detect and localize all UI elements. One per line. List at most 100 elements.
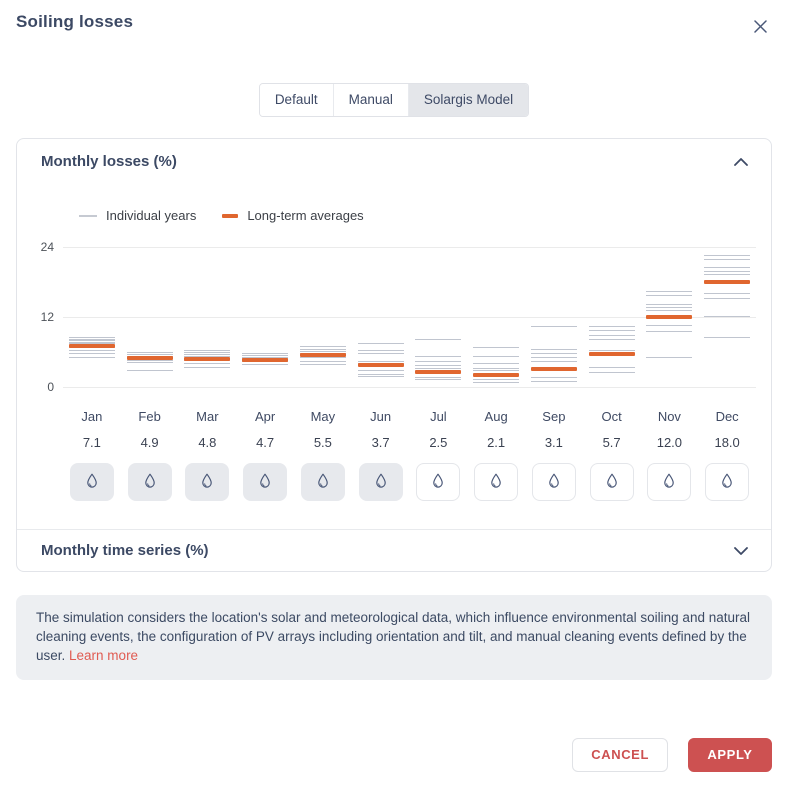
chart-month-column <box>121 247 179 387</box>
individual-year-line <box>646 307 693 309</box>
individual-year-line <box>530 381 577 383</box>
legend-long-term-averages: Long-term averages <box>222 208 364 223</box>
long-term-average-line <box>184 357 231 361</box>
tab-solargis-model[interactable]: Solargis Model <box>408 84 529 116</box>
month-column-apr: Apr 4.7 <box>236 409 294 501</box>
month-label: Jun <box>370 409 392 424</box>
cancel-button[interactable]: CANCEL <box>572 737 668 772</box>
learn-more-link[interactable]: Learn more <box>69 647 139 663</box>
month-loss-value: 4.7 <box>256 435 275 450</box>
individual-year-line <box>126 369 173 371</box>
cleaning-toggle-dec[interactable] <box>705 463 750 501</box>
long-term-average-line <box>588 351 635 356</box>
individual-year-line <box>704 259 751 261</box>
close-icon <box>753 19 767 33</box>
chart-month-column <box>583 247 641 387</box>
cleaning-toggle-jun[interactable] <box>358 463 403 501</box>
long-term-averages-swatch <box>222 213 239 218</box>
individual-year-line <box>184 363 231 365</box>
soiling-panel: Monthly losses (%) Individual years Long… <box>16 138 772 572</box>
individual-year-line <box>646 303 693 305</box>
tab-default[interactable]: Default <box>259 84 334 116</box>
dialog-header: Soiling losses <box>0 0 788 38</box>
month-label: Mar <box>196 409 219 424</box>
individual-year-line <box>299 357 346 359</box>
monthly-losses-chart: 0 12 24 <box>17 241 771 393</box>
individual-year-line <box>299 360 346 362</box>
month-label: Aug <box>484 409 508 424</box>
individual-year-line <box>530 352 577 354</box>
cleaning-toggle-jul[interactable] <box>416 463 461 501</box>
month-label: Feb <box>138 409 161 424</box>
individual-year-line <box>415 365 462 367</box>
long-term-average-line <box>68 343 115 348</box>
monthly-losses-header[interactable]: Monthly losses (%) <box>17 139 771 178</box>
individual-year-line <box>530 357 577 359</box>
individual-year-line <box>588 334 635 336</box>
water-drop-icon <box>260 473 270 488</box>
individual-year-line <box>646 357 693 359</box>
cleaning-toggle-sep[interactable] <box>531 463 576 501</box>
water-drop-icon <box>202 473 213 488</box>
cleaning-toggle-aug[interactable] <box>474 463 519 501</box>
individual-year-line <box>415 338 462 340</box>
month-label: Jul <box>430 409 447 424</box>
individual-year-line <box>242 354 289 356</box>
individual-year-line <box>68 341 115 343</box>
individual-year-line <box>184 353 231 355</box>
water-drop-icon <box>375 473 386 488</box>
individual-year-line <box>299 350 346 352</box>
individual-year-line <box>126 353 173 355</box>
tab-manual[interactable]: Manual <box>333 84 409 116</box>
individual-year-line <box>126 361 173 363</box>
cleaning-toggle-may[interactable] <box>300 463 345 501</box>
individual-year-line <box>530 377 577 379</box>
month-loss-value: 7.1 <box>82 435 101 450</box>
individual-year-line <box>473 363 520 365</box>
mode-tabs: Default Manual Solargis Model <box>258 83 530 117</box>
individual-year-line <box>242 356 289 358</box>
monthly-time-series-header[interactable]: Monthly time series (%) <box>17 529 771 571</box>
cleaning-toggle-jan[interactable] <box>69 463 114 501</box>
cleaning-toggle-apr[interactable] <box>243 463 288 501</box>
chevron-up-icon[interactable] <box>733 154 749 170</box>
dialog-footer: CANCEL APPLY <box>0 737 772 772</box>
chart-y-axis: 0 12 24 <box>17 241 63 393</box>
individual-year-line <box>68 356 115 358</box>
chart-month-column <box>63 247 121 387</box>
month-column-oct: Oct 5.7 <box>583 409 641 501</box>
chart-month-column <box>525 247 583 387</box>
month-loss-value: 18.0 <box>714 435 740 450</box>
long-term-average-line <box>357 363 404 368</box>
apply-button[interactable]: APPLY <box>688 737 772 772</box>
individual-year-line <box>415 355 462 357</box>
close-button[interactable] <box>748 14 772 38</box>
cleaning-toggle-feb[interactable] <box>127 463 172 501</box>
individual-year-line <box>357 369 404 371</box>
long-term-average-line <box>299 352 346 357</box>
individual-year-line <box>646 324 693 326</box>
chart-month-column <box>179 247 237 387</box>
monthly-time-series-title: Monthly time series (%) <box>41 542 209 559</box>
chart-month-column <box>410 247 468 387</box>
cleaning-toggle-mar[interactable] <box>185 463 230 501</box>
water-drop-icon <box>318 473 328 488</box>
month-loss-value: 2.1 <box>487 435 506 450</box>
individual-year-line <box>473 356 520 358</box>
individual-year-line <box>704 255 751 257</box>
individual-year-line <box>704 273 751 275</box>
month-label: Apr <box>255 409 276 424</box>
individual-year-line <box>184 355 231 357</box>
individual-year-line <box>588 371 635 373</box>
individual-year-line <box>646 331 693 332</box>
chart-month-column <box>352 247 410 387</box>
cleaning-toggle-nov[interactable] <box>647 463 692 501</box>
month-label: Dec <box>715 409 739 424</box>
cleaning-toggle-oct[interactable] <box>589 463 634 501</box>
individual-year-line <box>704 267 751 269</box>
individual-year-line <box>588 330 635 332</box>
month-column-jun: Jun 3.7 <box>352 409 410 501</box>
individual-year-line <box>473 367 520 369</box>
chevron-down-icon[interactable] <box>733 543 749 559</box>
legend-label: Long-term averages <box>247 208 364 223</box>
